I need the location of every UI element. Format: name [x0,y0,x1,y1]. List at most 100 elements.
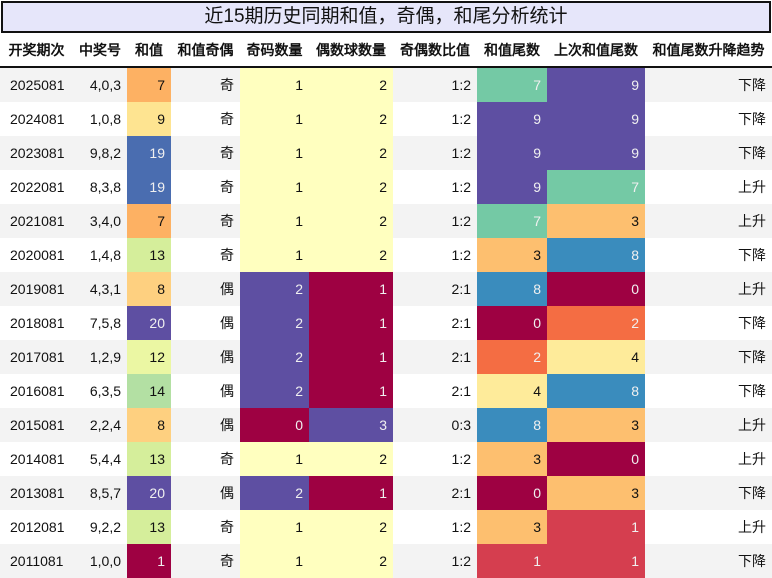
header-odd-even-ratio: 奇偶数比值 [393,33,477,68]
cell-numbers: 2,2,4 [73,408,127,442]
cell-period: 2017081 [0,340,73,374]
cell-odd-even-ratio: 1:2 [393,136,477,170]
cell-sum-tail: 2 [477,340,547,374]
cell-sum-parity: 偶 [171,408,240,442]
cell-tail-trend: 下降 [645,340,772,374]
cell-numbers: 1,0,8 [73,102,127,136]
cell-tail-trend: 上升 [645,204,772,238]
table-row: 2019081 4,3,1 8 偶 2 1 2:1 8 0 上升 [0,272,772,306]
cell-odd-even-ratio: 1:2 [393,238,477,272]
cell-even-count: 3 [309,408,393,442]
cell-numbers: 5,4,4 [73,442,127,476]
cell-tail-trend: 上升 [645,408,772,442]
cell-sum-parity: 偶 [171,340,240,374]
cell-tail-trend: 下降 [645,102,772,136]
cell-prev-sum-tail: 8 [547,238,645,272]
cell-period: 2023081 [0,136,73,170]
cell-tail-trend: 下降 [645,476,772,510]
header-sum-parity: 和值奇偶 [171,33,240,68]
header-prev-sum-tail: 上次和值尾数 [547,33,645,68]
cell-sum-parity: 奇 [171,204,240,238]
cell-odd-count: 1 [240,510,309,544]
cell-sum-parity: 奇 [171,136,240,170]
cell-numbers: 3,4,0 [73,204,127,238]
cell-sum-tail: 0 [477,306,547,340]
cell-period: 2012081 [0,510,73,544]
cell-period: 2024081 [0,102,73,136]
cell-sum-tail: 0 [477,476,547,510]
cell-numbers: 8,5,7 [73,476,127,510]
table-row: 2025081 4,0,3 7 奇 1 2 1:2 7 9 下降 [0,67,772,102]
cell-sum-parity: 奇 [171,510,240,544]
cell-prev-sum-tail: 1 [547,544,645,578]
cell-sum-parity: 偶 [171,306,240,340]
table-title: 近15期历史同期和值，奇偶，和尾分析统计 [1,1,771,33]
cell-period: 2016081 [0,374,73,408]
cell-odd-even-ratio: 1:2 [393,67,477,102]
cell-even-count: 1 [309,476,393,510]
cell-odd-even-ratio: 0:3 [393,408,477,442]
header-numbers: 中奖号 [73,33,127,68]
cell-prev-sum-tail: 9 [547,102,645,136]
cell-sum-tail: 8 [477,408,547,442]
cell-sum-tail: 8 [477,272,547,306]
cell-period: 2018081 [0,306,73,340]
cell-even-count: 2 [309,442,393,476]
table-row: 2012081 9,2,2 13 奇 1 2 1:2 3 1 上升 [0,510,772,544]
cell-tail-trend: 下降 [645,136,772,170]
cell-odd-even-ratio: 1:2 [393,102,477,136]
cell-prev-sum-tail: 4 [547,340,645,374]
cell-sum: 8 [127,272,171,306]
cell-numbers: 9,2,2 [73,510,127,544]
cell-numbers: 8,3,8 [73,170,127,204]
cell-tail-trend: 下降 [645,374,772,408]
cell-odd-even-ratio: 1:2 [393,204,477,238]
cell-period: 2011081 [0,544,73,578]
cell-sum-tail: 3 [477,442,547,476]
cell-sum: 13 [127,442,171,476]
cell-numbers: 1,2,9 [73,340,127,374]
cell-prev-sum-tail: 8 [547,374,645,408]
table-row: 2021081 3,4,0 7 奇 1 2 1:2 7 3 上升 [0,204,772,238]
cell-odd-count: 2 [240,306,309,340]
cell-sum: 12 [127,340,171,374]
cell-numbers: 6,3,5 [73,374,127,408]
cell-sum-parity: 偶 [171,374,240,408]
cell-prev-sum-tail: 1 [547,510,645,544]
cell-numbers: 1,0,0 [73,544,127,578]
table-row: 2016081 6,3,5 14 偶 2 1 2:1 4 8 下降 [0,374,772,408]
table-row: 2024081 1,0,8 9 奇 1 2 1:2 9 9 下降 [0,102,772,136]
cell-sum-tail: 9 [477,136,547,170]
table-row: 2022081 8,3,8 19 奇 1 2 1:2 9 7 上升 [0,170,772,204]
cell-sum-parity: 奇 [171,544,240,578]
cell-even-count: 2 [309,102,393,136]
header-sum: 和值 [127,33,171,68]
cell-period: 2014081 [0,442,73,476]
cell-prev-sum-tail: 3 [547,204,645,238]
cell-tail-trend: 上升 [645,442,772,476]
cell-prev-sum-tail: 0 [547,272,645,306]
cell-period: 2022081 [0,170,73,204]
cell-tail-trend: 上升 [645,510,772,544]
cell-period: 2021081 [0,204,73,238]
cell-even-count: 2 [309,67,393,102]
cell-prev-sum-tail: 3 [547,408,645,442]
cell-sum: 13 [127,238,171,272]
cell-sum: 19 [127,136,171,170]
cell-sum-parity: 奇 [171,170,240,204]
cell-sum-tail: 9 [477,102,547,136]
cell-even-count: 2 [309,204,393,238]
cell-odd-even-ratio: 2:1 [393,340,477,374]
table-row: 2020081 1,4,8 13 奇 1 2 1:2 3 8 下降 [0,238,772,272]
cell-sum-parity: 奇 [171,442,240,476]
cell-odd-count: 1 [240,170,309,204]
cell-sum-parity: 偶 [171,272,240,306]
cell-even-count: 1 [309,340,393,374]
cell-even-count: 2 [309,238,393,272]
cell-period: 2013081 [0,476,73,510]
cell-sum-parity: 奇 [171,67,240,102]
table-row: 2011081 1,0,0 1 奇 1 2 1:2 1 1 下降 [0,544,772,578]
cell-sum: 7 [127,204,171,238]
cell-odd-count: 1 [240,67,309,102]
header-sum-tail: 和值尾数 [477,33,547,68]
